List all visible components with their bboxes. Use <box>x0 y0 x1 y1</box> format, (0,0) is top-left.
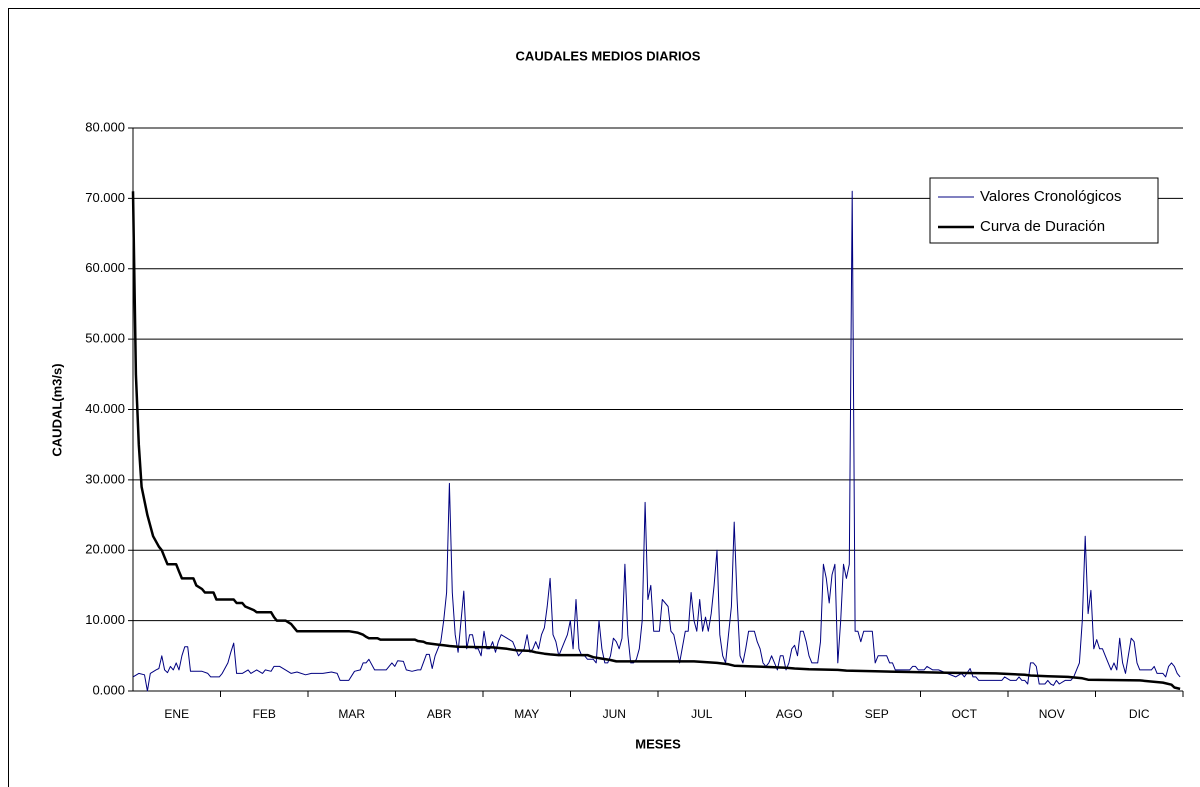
y-tick-label: 60.000 <box>85 260 125 275</box>
y-tick-label: 0.000 <box>92 682 125 697</box>
x-tick-label: DIC <box>1129 707 1150 721</box>
y-axis-label: CAUDAL(m3/s) <box>49 363 64 456</box>
y-tick-label: 70.000 <box>85 190 125 205</box>
y-tick-label: 30.000 <box>85 471 125 486</box>
x-tick-label: JUL <box>691 707 713 721</box>
x-tick-label: MAR <box>338 707 365 721</box>
legend-box <box>929 177 1159 244</box>
x-tick-label: MAY <box>514 707 539 721</box>
x-tick-label: FEB <box>253 707 276 721</box>
x-tick-label: SEP <box>865 707 889 721</box>
x-tick-label: ABR <box>427 707 452 721</box>
y-tick-label: 10.000 <box>85 612 125 627</box>
series-line <box>132 190 1181 692</box>
y-tick-label: 40.000 <box>85 401 125 416</box>
x-tick-label: ENE <box>164 707 189 721</box>
x-tick-label: AGO <box>776 707 803 721</box>
chart-title: CAUDALES MEDIOS DIARIOS <box>516 48 701 63</box>
y-tick-label: 20.000 <box>85 542 125 557</box>
legend-label: Curva de Duración <box>980 218 1105 235</box>
chart-border <box>8 8 1200 787</box>
y-tick-label: 80.000 <box>85 119 125 134</box>
x-axis-label: MESES <box>635 736 681 751</box>
legend-label: Valores Cronológicos <box>980 188 1121 205</box>
x-tick-label: NOV <box>1039 707 1065 721</box>
series-line <box>131 191 1181 691</box>
y-tick-label: 50.000 <box>85 331 125 346</box>
x-tick-label: OCT <box>952 707 978 721</box>
x-tick-label: JUN <box>603 707 626 721</box>
